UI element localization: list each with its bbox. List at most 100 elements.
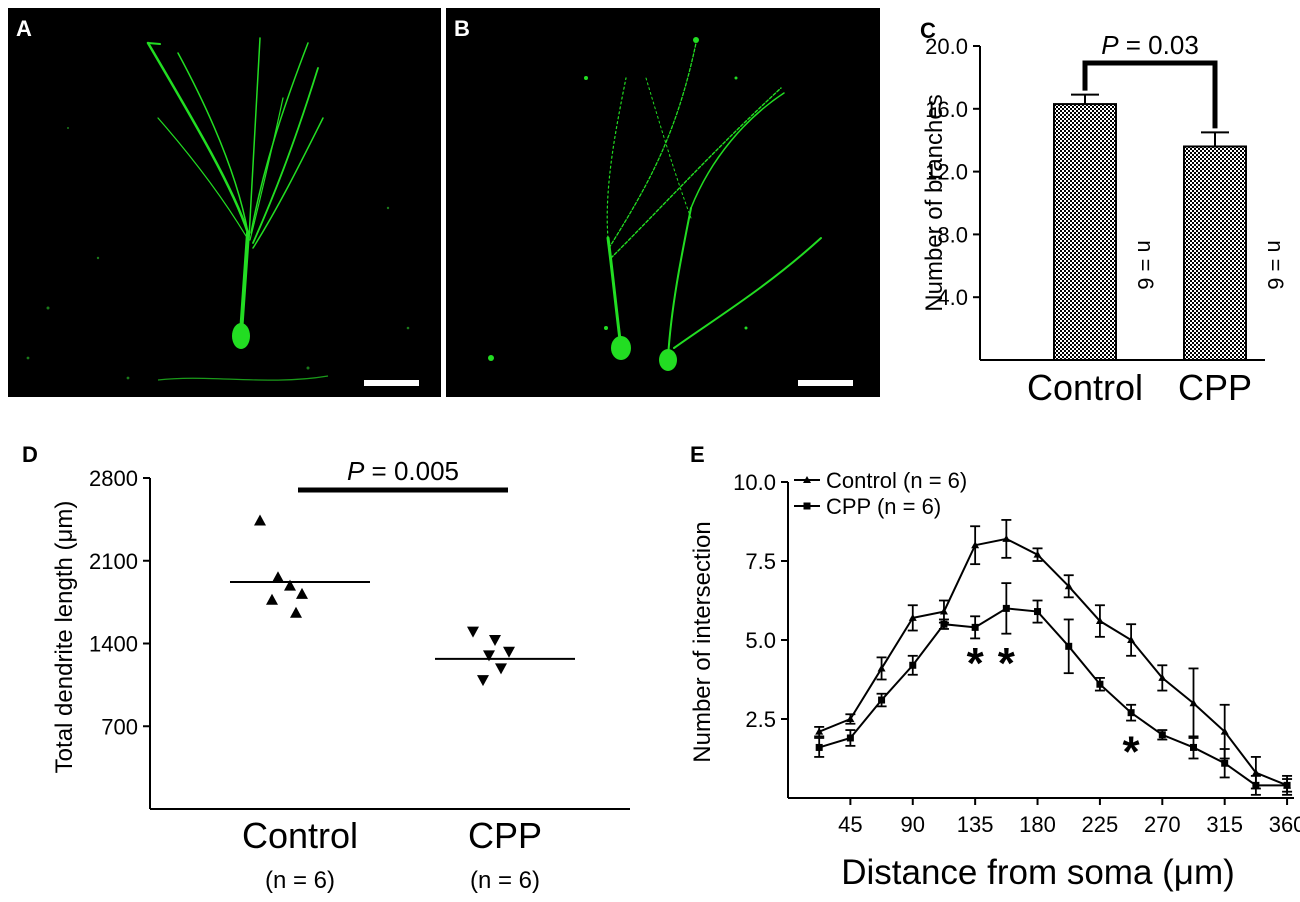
data-point: [1252, 781, 1260, 789]
group-size-label: (n = 6): [265, 867, 335, 894]
x-tick-label: 360: [1269, 812, 1300, 837]
data-point: [1127, 709, 1135, 717]
y-tick-label: 12.0: [925, 160, 968, 185]
n-label: n = 6: [1133, 240, 1158, 290]
significance-bracket: P = 0.005: [298, 456, 508, 493]
data-point: [1034, 608, 1042, 616]
data-point: [266, 593, 278, 605]
data-point: [503, 646, 515, 658]
p-value-label: P = 0.03: [1101, 30, 1199, 60]
data-point: [939, 607, 948, 615]
data-point: [272, 571, 284, 583]
y-axis-label: Total dendrite length (μm): [51, 501, 78, 774]
data-point: [846, 734, 854, 742]
data-point: [1158, 673, 1167, 681]
y-tick-label: 10.0: [733, 470, 776, 495]
chart-e-intersections: E Number of intersection Distance from s…: [689, 442, 1300, 892]
legend: Control (n = 6)CPP (n = 6): [794, 468, 967, 519]
series-line: [818, 537, 1288, 787]
significance-asterisk: *: [998, 639, 1016, 688]
data-point: [1002, 604, 1010, 612]
bar: [1053, 103, 1117, 361]
x-tick-label: 90: [901, 812, 925, 837]
panel-label-b: B: [454, 16, 470, 41]
legend-label: Control (n = 6): [826, 468, 967, 493]
data-point: [477, 675, 489, 687]
y-axis-label: Number of branches: [921, 94, 948, 311]
y-tick-label: 7.5: [745, 549, 776, 574]
x-tick-label: 270: [1144, 812, 1181, 837]
y-tick-label: 2.5: [745, 707, 776, 732]
bar: [1183, 145, 1247, 361]
n-label: n = 6: [1263, 240, 1288, 290]
data-point: [971, 623, 979, 631]
p-value-label: P = 0.005: [347, 456, 459, 486]
data-point: [1220, 727, 1229, 735]
data-point: [1096, 680, 1104, 688]
x-tick-label: 315: [1206, 812, 1243, 837]
data-point: [254, 514, 266, 526]
data-point: [878, 696, 886, 704]
x-tick-label: 45: [838, 812, 862, 837]
panel-label-a: A: [16, 16, 32, 41]
data-point: [483, 650, 495, 662]
x-tick-label: 180: [1019, 812, 1056, 837]
y-tick-label: 20.0: [925, 34, 968, 59]
neuron-image-control: [26, 37, 419, 386]
panel-label-c: C: [920, 18, 936, 43]
significance-bracket: P = 0.03: [1082, 30, 1218, 129]
axes: [149, 478, 630, 810]
data-point: [467, 626, 479, 638]
legend-marker: [803, 502, 811, 510]
y-tick-label: 1400: [89, 632, 138, 657]
neuron-image-cpp: [488, 37, 853, 386]
p-symbol: P: [347, 456, 365, 486]
bars: n = 6 n = 6: [1053, 93, 1288, 361]
data-point: [290, 606, 302, 618]
data-point: [1002, 534, 1011, 542]
x-tick-label: Control: [1027, 367, 1143, 408]
x-tick-labels: Control (n = 6) CPP (n = 6): [242, 815, 542, 894]
series-line: [818, 607, 1288, 787]
x-tick-labels: Control CPP: [1027, 367, 1252, 408]
bracket-line: [1082, 60, 1218, 129]
data-point: [1158, 731, 1166, 739]
x-tick-label: CPP: [1178, 367, 1252, 408]
x-tick-label: 135: [957, 812, 994, 837]
y-axis-label: Number of intersection: [689, 521, 716, 762]
data-point: [1127, 636, 1136, 643]
y-tick-label: 8.0: [937, 222, 968, 247]
data-point: [1283, 781, 1291, 789]
group-size-label: (n = 6): [470, 867, 540, 894]
x-tick-label: 225: [1082, 812, 1119, 837]
data-point: [1251, 768, 1260, 776]
x-tick-label: Control: [242, 815, 358, 856]
data-point: [909, 661, 917, 669]
significance-asterisk: *: [1123, 728, 1141, 777]
micrograph-control: A: [8, 8, 441, 397]
x-axis-label: Distance from soma (μm): [841, 853, 1235, 892]
y-tick-label: 2100: [89, 549, 138, 574]
data-point: [815, 727, 824, 735]
data-point: [846, 715, 855, 722]
axis-ticks: 2.5 5.0 7.5 10.0 45 90 135 180 225 270 315 360: [733, 470, 1300, 837]
series-lines: [814, 519, 1293, 796]
data-point: [815, 743, 823, 751]
significance-marks: * * *: [967, 639, 1141, 776]
panel-label-d: D: [22, 442, 38, 467]
axes: [787, 482, 1294, 799]
y-tick-label: 16.0: [925, 97, 968, 122]
data-point: [908, 613, 917, 621]
data-point: [1095, 617, 1104, 625]
data-point: [971, 541, 980, 549]
data-point: [1189, 699, 1198, 707]
data-point: [1065, 642, 1073, 650]
data-point: [489, 634, 501, 646]
y-tick-label: 5.0: [745, 628, 776, 653]
y-ticks: 4.0 8.0 12.0 16.0 20.0: [925, 34, 980, 310]
y-tick-label: 2800: [89, 466, 138, 491]
data-point: [940, 620, 948, 628]
data-point: [1064, 582, 1073, 590]
scale-bar: [798, 380, 853, 386]
scale-bar: [364, 380, 419, 386]
